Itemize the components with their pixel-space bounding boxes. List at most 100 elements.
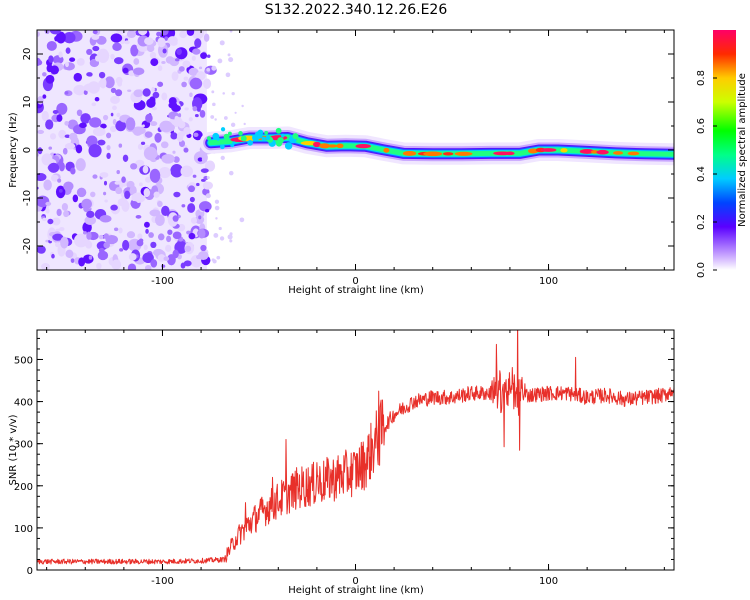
noise-blob — [91, 102, 97, 107]
noise-blob — [133, 89, 144, 98]
noise-blob — [170, 132, 178, 140]
noise-blob — [128, 253, 137, 261]
noise-blob — [144, 264, 152, 270]
noise-speckle — [222, 92, 225, 95]
ridge-peak — [313, 141, 321, 148]
noise-blob — [162, 48, 167, 54]
noise-blob — [64, 120, 69, 126]
ridge-peak — [336, 143, 344, 149]
noise-blob — [135, 214, 142, 219]
noise-blob — [65, 61, 69, 68]
noise-blob — [64, 134, 71, 139]
noise-blob — [76, 57, 85, 66]
noise-blob — [82, 231, 87, 235]
noise-blob — [172, 231, 182, 240]
ridge-blob — [212, 132, 220, 140]
spectrogram-x-tick-label: 100 — [539, 276, 558, 287]
noise-blob — [161, 264, 166, 268]
noise-blob — [115, 120, 127, 132]
noise-blob — [205, 208, 210, 213]
noise-speckle — [214, 199, 220, 204]
spectrogram-y-tick-label: -20 — [22, 238, 33, 254]
noise-blob — [64, 91, 69, 95]
noise-blob — [92, 174, 98, 179]
noise-blob — [115, 89, 123, 97]
noise-blob — [116, 112, 121, 118]
noise-blob — [73, 84, 86, 96]
noise-speckle — [243, 122, 246, 126]
colorbar-tick-label: 0.0 — [696, 262, 707, 278]
noise-blob — [65, 47, 71, 54]
noise-blob — [187, 203, 196, 213]
noise-blob — [122, 67, 129, 74]
noise-speckle — [214, 118, 217, 121]
noise-blob — [51, 253, 55, 259]
ridge-blob — [230, 143, 235, 148]
ridge-blob — [264, 130, 269, 135]
noise-blob — [46, 40, 57, 51]
noise-blob — [156, 31, 162, 37]
noise-blob — [59, 226, 65, 232]
noise-blob — [165, 244, 172, 252]
noise-blob — [116, 169, 120, 175]
noise-blob — [48, 162, 60, 173]
noise-blob — [188, 117, 193, 122]
noise-speckle — [231, 91, 235, 96]
noise-blob — [61, 203, 69, 211]
noise-blob — [90, 191, 96, 198]
noise-blob — [144, 37, 154, 45]
noise-blob — [157, 254, 166, 262]
noise-speckle — [227, 234, 233, 240]
noise-blob — [157, 200, 163, 208]
noise-blob — [88, 143, 102, 158]
noise-blob — [124, 190, 131, 200]
ridge-peak — [355, 143, 371, 149]
noise-blob — [180, 165, 194, 178]
noise-speckle — [206, 67, 211, 72]
spectrogram-x-tick-label: 0 — [352, 276, 358, 287]
noise-blob — [133, 67, 145, 75]
noise-blob — [84, 215, 97, 225]
snr-ticks: -100 0 100 0 100 200 300 400 500 — [14, 330, 674, 587]
noise-blob — [99, 172, 109, 178]
noise-blob — [92, 127, 106, 137]
noise-blob — [152, 91, 160, 99]
noise-blob — [76, 109, 83, 117]
noise-blob — [127, 263, 137, 270]
noise-blob — [150, 259, 158, 268]
noise-blob — [143, 146, 158, 161]
noise-blob — [111, 259, 122, 270]
noise-speckle — [225, 72, 231, 78]
noise-blob — [184, 245, 192, 252]
noise-blob — [52, 233, 64, 241]
noise-blob — [143, 244, 148, 251]
noise-blob — [58, 161, 65, 172]
noise-blob — [172, 249, 179, 259]
noise-blob — [142, 88, 151, 97]
noise-blob — [138, 182, 143, 187]
noise-blob — [137, 143, 144, 150]
noise-speckle — [211, 90, 215, 94]
noise-blob — [176, 132, 184, 142]
noise-blob — [76, 187, 87, 198]
noise-blob — [194, 215, 205, 225]
noise-blob — [121, 176, 126, 183]
noise-speckle — [223, 116, 228, 120]
noise-blob — [37, 173, 47, 182]
noise-blob — [189, 92, 193, 98]
noise-blob — [45, 239, 50, 243]
noise-speckle — [206, 176, 210, 180]
noise-blob — [130, 163, 138, 170]
noise-blob — [198, 251, 209, 260]
noise-blob — [86, 48, 93, 55]
colorbar-tick-label: 0.2 — [696, 214, 707, 230]
noise-blob — [49, 30, 61, 35]
noise-blob — [127, 89, 132, 92]
noise-blob — [143, 187, 151, 198]
noise-blob — [110, 204, 118, 211]
noise-blob — [198, 66, 203, 70]
noise-speckle — [228, 57, 234, 63]
noise-blob — [58, 51, 63, 58]
noise-blob — [192, 105, 198, 112]
noise-blob — [145, 113, 153, 123]
